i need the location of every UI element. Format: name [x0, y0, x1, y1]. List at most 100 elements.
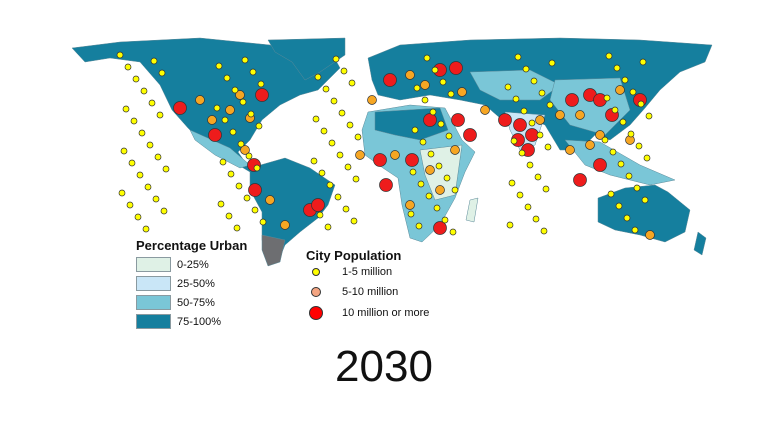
city-marker [435, 185, 445, 195]
city-marker [573, 173, 587, 187]
city-marker [312, 115, 320, 123]
city-marker [429, 108, 437, 116]
legend-label: 1-5 million [342, 266, 393, 278]
city-marker [223, 74, 231, 82]
city-marker [146, 141, 154, 149]
city-marker [504, 83, 512, 91]
city-marker [450, 145, 460, 155]
city-marker [207, 115, 217, 125]
city-marker [150, 57, 158, 65]
city-marker [316, 211, 324, 219]
city-marker [237, 140, 245, 148]
city-marker [257, 80, 265, 88]
city-marker [373, 153, 387, 167]
city-marker [355, 150, 365, 160]
city-marker [158, 69, 166, 77]
city-marker [419, 138, 427, 146]
city-marker [601, 136, 609, 144]
city-marker [445, 132, 453, 140]
city-marker [508, 179, 516, 187]
city-marker [328, 139, 336, 147]
city-marker [575, 110, 585, 120]
city-marker [407, 210, 415, 218]
city-marker [144, 183, 152, 191]
city-marker [413, 84, 421, 92]
city-marker [348, 79, 356, 87]
city-marker [162, 165, 170, 173]
legend-label: 75-100% [177, 315, 222, 328]
city-marker [240, 145, 250, 155]
city-marker [617, 160, 625, 168]
city-marker [447, 90, 455, 98]
city-marker [136, 171, 144, 179]
legend-dot [309, 306, 323, 320]
city-marker [451, 186, 459, 194]
city-marker [510, 137, 518, 145]
city-marker [443, 174, 451, 182]
legend-swatch [136, 295, 171, 310]
urban-legend-title: Percentage Urban [136, 238, 248, 253]
city-marker [247, 110, 255, 118]
city-marker [367, 95, 377, 105]
city-marker [565, 93, 579, 107]
city-marker [619, 118, 627, 126]
city-marker [431, 66, 439, 74]
city-marker [565, 145, 575, 155]
city-marker [310, 157, 318, 165]
legend-label: 10 million or more [342, 307, 430, 319]
city-marker [311, 198, 325, 212]
legend-swatch [136, 314, 171, 329]
city-marker [623, 214, 631, 222]
city-marker [248, 183, 262, 197]
city-marker [208, 128, 222, 142]
city-marker [437, 120, 445, 128]
city-legend-item: 1-5 million [312, 266, 392, 278]
city-marker [405, 70, 415, 80]
city-marker [219, 158, 227, 166]
legend-swatch [136, 276, 171, 291]
city-marker [526, 161, 534, 169]
city-marker [609, 148, 617, 156]
urban-legend-item: 50-75% [136, 295, 215, 310]
city-marker [548, 59, 556, 67]
city-marker [516, 191, 524, 199]
city-marker [138, 129, 146, 137]
city-marker [118, 189, 126, 197]
city-marker [128, 159, 136, 167]
city-marker [154, 153, 162, 161]
city-marker [542, 185, 550, 193]
city-marker [354, 133, 362, 141]
city-marker [625, 172, 633, 180]
city-marker [621, 76, 629, 84]
city-marker [611, 106, 619, 114]
greenland [267, 37, 346, 81]
legend-label: 25-50% [177, 277, 215, 290]
madagascar [465, 197, 479, 223]
city-marker [245, 152, 253, 160]
city-marker [532, 215, 540, 223]
city-marker [405, 200, 415, 210]
city-marker [235, 182, 243, 190]
city-marker [512, 95, 520, 103]
city-marker [239, 98, 247, 106]
city-marker [241, 56, 249, 64]
city-marker [524, 203, 532, 211]
city-marker [383, 73, 397, 87]
city-marker [405, 153, 419, 167]
city-marker [534, 173, 542, 181]
city-marker [324, 223, 332, 231]
city-marker [498, 113, 512, 127]
city-marker [629, 88, 637, 96]
city-marker [635, 142, 643, 150]
city-marker [439, 78, 447, 86]
city-marker [253, 164, 261, 172]
city-marker [520, 107, 528, 115]
city-marker [603, 94, 611, 102]
city-marker [255, 122, 263, 130]
city-marker [643, 154, 651, 162]
city-marker [120, 147, 128, 155]
city-marker [449, 228, 457, 236]
city-marker [225, 212, 233, 220]
city-marker [423, 54, 431, 62]
